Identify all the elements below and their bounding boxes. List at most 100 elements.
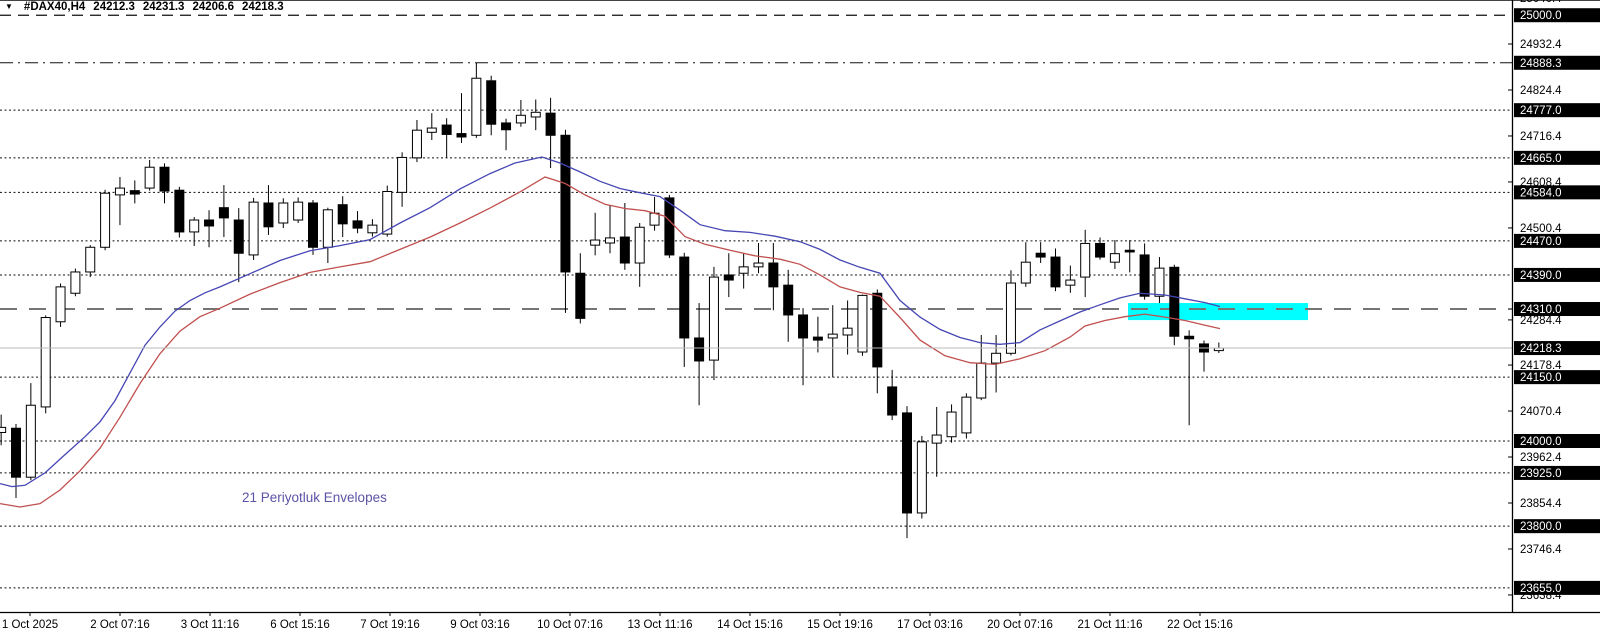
candle-body [471, 77, 482, 136]
candle-body [872, 292, 883, 368]
candle-body [55, 286, 66, 323]
candle-body [308, 202, 318, 248]
candle-body [857, 294, 868, 353]
price-level-label: 24584.0 [1520, 187, 1562, 199]
candle-body [293, 201, 304, 221]
x-axis-label: 15 Oct 19:16 [807, 619, 873, 631]
candle-body [337, 204, 348, 225]
price-level-label: 24777.0 [1520, 105, 1562, 117]
candle-body [946, 411, 957, 438]
x-axis-label: 6 Oct 15:16 [270, 619, 329, 631]
candle-body [397, 156, 408, 193]
candle-body [0, 426, 7, 433]
price-level-label-box [1514, 302, 1600, 317]
price-level-label-box [1514, 370, 1600, 385]
price-level-label: 24310.0 [1520, 304, 1562, 316]
candle-body [961, 396, 972, 434]
candle-body [25, 404, 36, 478]
symbol-period-label: #DAX40,H4 [23, 1, 86, 13]
candle-body [798, 314, 809, 339]
ohlc-open: 24212.3 [93, 1, 135, 13]
ohlc-close: 24218.3 [242, 1, 284, 13]
envelope-upper-line [0, 156, 1221, 488]
price-level-label-box [1514, 233, 1600, 248]
price-level-label-box [1514, 8, 1600, 23]
candle-body [1035, 252, 1046, 258]
candle-body [1154, 267, 1165, 297]
candle-body [263, 202, 274, 228]
y-axis-tick-label: 24284.4 [1520, 315, 1562, 327]
price-level-label-box [1514, 55, 1600, 70]
price-level-label: 24665.0 [1520, 153, 1562, 165]
candle-body [248, 201, 259, 256]
candle-body [931, 434, 942, 444]
price-level-label: 24470.0 [1520, 236, 1562, 248]
x-axis-label: 22 Oct 15:16 [1167, 619, 1233, 631]
y-axis-tick-label: 23854.4 [1520, 498, 1562, 510]
price-level-label: 24150.0 [1520, 372, 1562, 384]
candle-body [827, 333, 838, 339]
candle-body [649, 212, 660, 226]
candle-body [218, 207, 229, 219]
y-axis-tick-label: 24500.4 [1520, 223, 1562, 235]
candle-body [1020, 261, 1031, 284]
candle-body [590, 239, 601, 246]
candle-body [634, 226, 645, 264]
candle-body [916, 441, 927, 514]
candle-body [1184, 335, 1195, 340]
candle-body [1109, 253, 1120, 263]
dropdown-triangle-icon[interactable]: ▼ [5, 2, 13, 11]
candle-body [902, 412, 912, 514]
y-axis-tick-label: 24070.4 [1520, 406, 1562, 418]
price-level-label: 25000.0 [1520, 10, 1562, 22]
candle-body [85, 246, 96, 273]
candle-body [129, 190, 140, 195]
candle-body [738, 266, 749, 274]
price-level-label-box [1514, 580, 1600, 595]
indicator-annotation-text[interactable]: 21 Periyotluk Envelopes [242, 490, 387, 505]
price-level-label: 24390.0 [1520, 270, 1562, 282]
price-level-label-box [1514, 519, 1600, 534]
candle-body [486, 80, 497, 125]
chart-header: ▼ #DAX40,H4 24212.3 24231.3 24206.6 2421… [5, 0, 284, 14]
price-level-label-box [1514, 434, 1600, 449]
price-level-label: 24888.3 [1520, 58, 1562, 70]
x-axis-label: 20 Oct 07:16 [987, 619, 1053, 631]
price-level-label-box [1514, 103, 1600, 118]
candle-body [619, 236, 630, 264]
price-level-label-box [1514, 341, 1600, 356]
candle-body [40, 317, 51, 408]
candle-body [322, 209, 333, 248]
y-axis-tick-label: 23962.4 [1520, 452, 1562, 464]
candle-body [411, 129, 422, 159]
x-axis-label: 17 Oct 03:16 [897, 619, 963, 631]
candle-body [664, 197, 675, 256]
y-axis-tick-label: 24178.4 [1520, 360, 1562, 372]
price-level-label: 24000.0 [1520, 436, 1562, 448]
candle-body [976, 362, 987, 399]
candle-body [1005, 282, 1016, 354]
candle-body [723, 274, 734, 281]
price-level-label-box [1514, 150, 1600, 165]
x-axis-label: 3 Oct 11:16 [181, 619, 240, 631]
current-price-label: 24218.3 [1520, 343, 1562, 355]
candle-body [679, 256, 690, 339]
price-level-label: 23655.0 [1520, 583, 1562, 595]
candle-body [174, 189, 185, 233]
x-axis-label: 2 Oct 07:16 [90, 619, 149, 631]
candle-body [159, 166, 170, 192]
candle-body [382, 190, 393, 235]
candle-body [1050, 256, 1061, 288]
price-level-label-box [1514, 465, 1600, 480]
candle-body [515, 114, 526, 124]
x-axis-label: 7 Oct 19:16 [360, 619, 419, 631]
candle-body [1139, 254, 1150, 297]
candle-body [70, 271, 81, 294]
candle-body [1080, 242, 1091, 278]
candle-body [204, 219, 215, 227]
candle-body [783, 284, 794, 316]
candle-body [768, 262, 779, 288]
y-axis-tick-label: 24716.4 [1520, 131, 1562, 143]
y-axis-tick-label: 24932.4 [1520, 39, 1562, 51]
